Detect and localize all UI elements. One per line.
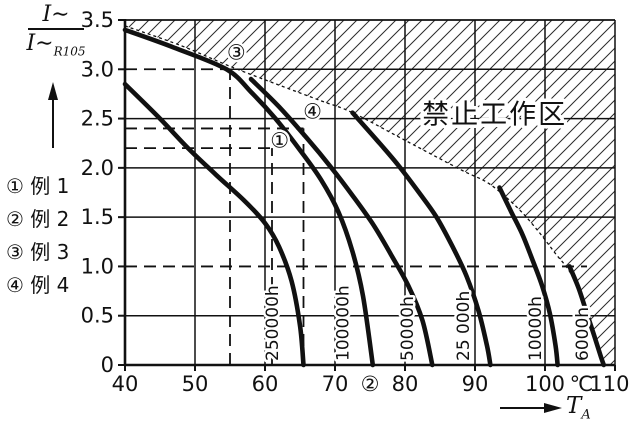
curve-label-100000h: 100000h xyxy=(334,285,354,361)
curve-100000h xyxy=(122,27,376,368)
forbidden-zone-boundary xyxy=(124,25,605,366)
curve-25000h xyxy=(350,110,493,368)
example-marker-③: ③ xyxy=(227,41,246,65)
fraction-denominator-sub: R105 xyxy=(53,44,86,59)
y-tick-label-0: 0 xyxy=(101,353,114,377)
x-tick-label-70: 70 xyxy=(322,372,349,396)
y-tick-label-1.5: 1.5 xyxy=(81,205,114,229)
y-tick-label-3.0: 3.0 xyxy=(81,57,114,81)
legend-item-1: ① 例 1 xyxy=(6,174,70,198)
y-tick-label-3.5: 3.5 xyxy=(81,8,114,32)
x-tick-label-②: ② xyxy=(361,372,380,396)
x-tick-label-60: 60 xyxy=(252,372,279,396)
example-marker-①: ① xyxy=(270,128,289,152)
curve-label-250000h: 250000h xyxy=(263,285,283,361)
x-tick-label-50: 50 xyxy=(182,372,209,396)
curve-label-10000h: 10000h xyxy=(526,296,546,361)
x-tick-label-80: 80 xyxy=(392,372,419,396)
x-tick-label-100: 100 xyxy=(525,372,565,396)
curve-10000h xyxy=(497,185,560,368)
x-tick-label-40: 40 xyxy=(112,372,139,396)
up-arrow-icon xyxy=(48,82,58,148)
curve-250000h xyxy=(122,81,306,368)
curve-label-25000h: 25 000h xyxy=(454,291,474,361)
curve-label-50000h: 50000h xyxy=(398,296,418,361)
legend-item-4: ④ 例 4 xyxy=(6,273,70,297)
y-tick-label-0.5: 0.5 xyxy=(81,304,114,328)
x-axis-title-text: TA xyxy=(566,393,591,423)
plot-frame xyxy=(118,19,616,371)
curve-6000h xyxy=(567,264,607,368)
y-axis-title-fraction: I∼ I∼R105 xyxy=(10,2,102,58)
example-marker-④: ④ xyxy=(303,100,322,124)
x-tick-label-90: 90 xyxy=(462,372,489,396)
curve-label-6000h: 6000h xyxy=(573,307,593,361)
examples-legend: ① 例 1 ② 例 2 ③ 例 3 ④ 例 4 xyxy=(6,170,69,302)
fraction-denominator: I∼R105 xyxy=(26,31,86,59)
fraction-numerator: I∼ xyxy=(28,2,84,30)
x-axis-title: TA xyxy=(500,393,591,423)
forbidden-zone-label: 禁止工作区 xyxy=(422,100,567,131)
legend-item-3: ③ 例 3 xyxy=(6,240,70,264)
curve-50000h xyxy=(248,76,435,368)
right-arrow-icon xyxy=(500,402,562,413)
forbidden-zone-hatch xyxy=(125,20,615,365)
x-tick-label-110: 110 xyxy=(589,372,629,396)
y-tick-label-1.0: 1.0 xyxy=(81,254,114,278)
y-tick-label-2.0: 2.0 xyxy=(81,156,114,180)
legend-item-2: ② 例 2 xyxy=(6,207,70,231)
y-tick-label-2.5: 2.5 xyxy=(81,107,114,131)
x-tick-label-℃: ℃ xyxy=(570,372,594,396)
